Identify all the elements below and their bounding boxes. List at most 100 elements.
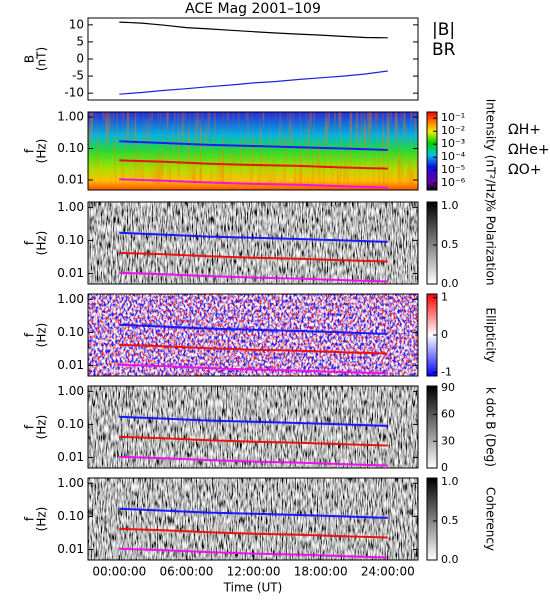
colorbar-tick-label: 1 <box>441 291 448 304</box>
series-line <box>119 271 388 283</box>
series-line <box>119 527 388 539</box>
colorbar-label: Ellipticity <box>484 308 498 363</box>
spectrogram-texture <box>88 478 418 560</box>
y-tick-label: 1.00 <box>57 110 84 124</box>
colorbar <box>426 201 438 285</box>
spectrogram-texture <box>88 202 418 284</box>
y-axis-label: (Hz) <box>35 415 49 440</box>
colorbar <box>426 385 438 469</box>
colorbar-tick-label: 1.0 <box>441 199 459 212</box>
plot-frame <box>87 477 419 561</box>
legend-label: |B| <box>432 20 455 40</box>
colorbar-tick-label: 1.0 <box>441 475 459 488</box>
y-axis-label: B <box>23 55 37 63</box>
series-line <box>119 178 388 189</box>
legend-label: ΩH+ <box>508 122 541 138</box>
spectrogram-texture <box>88 112 418 190</box>
y-tick-label: 0 <box>76 52 84 66</box>
colorbar-tick-label: 10⁻³ <box>441 137 465 150</box>
series-line <box>119 21 388 39</box>
colorbar-tick-label: 30 <box>441 434 455 447</box>
y-tick-label: 0.10 <box>57 509 84 523</box>
series-line <box>119 435 388 447</box>
y-axis-label: f <box>23 240 37 245</box>
y-tick-label: 0.10 <box>57 233 84 247</box>
colorbar-tick-label: 10⁻⁵ <box>441 163 465 176</box>
y-axis-label: f <box>23 516 37 521</box>
y-tick-label: 5 <box>76 34 84 48</box>
plot-frame <box>87 293 419 377</box>
x-axis-label: Time (UT) <box>223 581 283 595</box>
spectrogram-texture <box>88 386 418 468</box>
colorbar-tick-label: 10⁻⁶ <box>441 176 466 189</box>
y-axis-label: (Hz) <box>35 139 49 164</box>
y-tick-label: 1.00 <box>57 384 84 398</box>
colorbar-tick-label: 90 <box>441 381 455 394</box>
y-axis-label: (Hz) <box>35 323 49 348</box>
y-axis-label: f <box>23 148 37 153</box>
colorbar <box>426 477 438 561</box>
plot-frame <box>87 17 419 101</box>
colorbar-tick-label: 10⁻² <box>441 124 465 137</box>
y-tick-label: 0.10 <box>57 417 84 431</box>
x-tick-label: 06:00:00 <box>159 565 213 579</box>
colorbar-tick-label: 0.0 <box>441 277 459 290</box>
series-line <box>119 415 388 427</box>
colorbar-tick-label: 60 <box>441 408 455 421</box>
series-line <box>119 363 388 375</box>
series-line <box>119 231 388 243</box>
x-tick-label: 12:00:00 <box>227 565 281 579</box>
y-tick-label: -5 <box>72 69 84 83</box>
y-tick-label: 0.10 <box>57 141 84 155</box>
y-tick-label: 0.01 <box>57 450 84 464</box>
colorbar-tick-label: 0 <box>441 461 448 474</box>
series-line <box>119 140 388 151</box>
x-tick-label: 18:00:00 <box>294 565 348 579</box>
colorbar-tick-label: 0.5 <box>441 514 459 527</box>
y-tick-label: 1.00 <box>57 292 84 306</box>
colorbar-tick-label: 0 <box>441 328 448 341</box>
x-tick-label: 24:00:00 <box>361 565 415 579</box>
series-line <box>119 547 388 559</box>
y-axis-label: f <box>23 332 37 337</box>
y-tick-label: 1.00 <box>57 476 84 490</box>
colorbar-tick-label: 10⁻¹ <box>441 111 465 124</box>
legend-label: ΩHe+ <box>508 142 550 158</box>
chart-title: ACE Mag 2001–109 <box>185 1 321 17</box>
colorbar-tick-label: 0.0 <box>441 553 459 566</box>
y-tick-label: 1.00 <box>57 200 84 214</box>
series-line <box>119 455 388 467</box>
y-axis-label: (Hz) <box>35 231 49 256</box>
y-tick-label: 0.01 <box>57 358 84 372</box>
series-line <box>119 507 388 519</box>
colorbar-tick-label: 0.5 <box>441 238 459 251</box>
y-axis-label: f <box>23 424 37 429</box>
series-line <box>119 159 388 170</box>
y-tick-label: 0.10 <box>57 325 84 339</box>
series-line <box>119 323 388 335</box>
y-tick-label: 0.01 <box>57 542 84 556</box>
colorbar-label: k dot B (Deg) <box>484 387 498 467</box>
plot-frame <box>87 111 419 191</box>
plot-frame <box>87 385 419 469</box>
y-tick-label: 10 <box>69 17 84 31</box>
colorbar-label: Coherency <box>484 487 498 551</box>
legend-label: BR <box>432 40 456 60</box>
series-line <box>119 70 388 95</box>
colorbar <box>426 111 438 191</box>
colorbar-label: Intensity (nT²/Hz) <box>484 99 498 204</box>
legend-label: ΩO+ <box>508 162 541 178</box>
plot-frame <box>87 201 419 285</box>
series-line <box>119 343 388 355</box>
y-tick-label: 0.01 <box>57 266 84 280</box>
spectrogram-texture <box>88 294 418 376</box>
colorbar-tick-label: 10⁻⁴ <box>441 150 466 163</box>
y-axis-label: (nT) <box>35 47 49 71</box>
x-tick-label: 00:00:00 <box>92 565 146 579</box>
colorbar-tick-label: -1 <box>441 365 452 378</box>
y-axis-label: (Hz) <box>35 507 49 532</box>
y-tick-label: 0.01 <box>57 172 84 186</box>
series-line <box>119 251 388 263</box>
y-tick-label: -10 <box>64 86 84 100</box>
